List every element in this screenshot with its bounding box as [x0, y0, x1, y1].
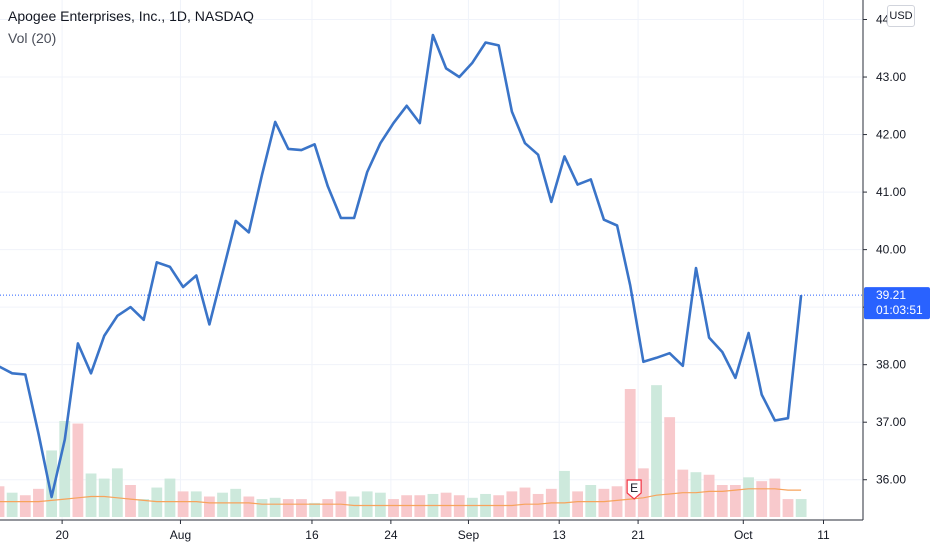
price-line: [0, 33, 803, 499]
volume-bar: [6, 492, 18, 517]
price-tick-label: 40.00: [876, 243, 906, 257]
volume-bar: [637, 468, 649, 517]
price-tick-label: 43.00: [876, 70, 906, 84]
volume-bar: [388, 499, 399, 517]
volume-bar: [151, 487, 163, 517]
volume-bar: [401, 495, 413, 517]
price-axis[interactable]: 36.0037.0038.0039.0040.0041.0042.0043.00…: [863, 13, 906, 487]
price-tick-label: 36.00: [876, 473, 906, 487]
volume-bar: [177, 491, 189, 517]
volume-bar: [611, 486, 623, 517]
chart-title: Apogee Enterprises, Inc., 1D, NASDAQ: [8, 8, 254, 24]
time-axis[interactable]: 20 Aug 16 24 Sep 13 21 Oct 11: [55, 520, 830, 542]
price-tick-label: 38.00: [876, 358, 906, 372]
time-tick-label: 13: [553, 528, 567, 542]
last-price-value: 39.21: [876, 288, 906, 302]
volume-bar: [703, 474, 715, 517]
volume-bar: [716, 485, 728, 517]
volume-bar: [111, 468, 123, 517]
earnings-label: E: [630, 481, 638, 495]
volume-bar: [795, 499, 807, 517]
volume-bars: [0, 385, 807, 517]
volume-bar: [690, 472, 702, 517]
earnings-icon[interactable]: [626, 479, 642, 500]
volume-bar: [361, 491, 373, 517]
volume-bar: [467, 497, 478, 517]
price-tick-label: 41.00: [876, 185, 906, 199]
time-tick-label: 20: [55, 528, 69, 542]
volume-indicator-label[interactable]: Vol (20): [8, 30, 57, 46]
volume-bar: [506, 491, 518, 517]
volume-bar: [348, 496, 360, 517]
volume-bar: [743, 477, 754, 517]
volume-bar: [624, 389, 636, 517]
price-tick-label: 42.00: [876, 128, 906, 142]
volume-bar: [309, 502, 320, 517]
volume-bar: [414, 495, 426, 517]
volume-bar: [322, 499, 334, 517]
time-tick-label: 16: [305, 528, 319, 542]
volume-bar: [204, 496, 215, 517]
time-tick-label: Sep: [458, 528, 480, 542]
volume-bar: [453, 495, 465, 517]
volume-bar: [269, 497, 281, 517]
volume-bar: [33, 488, 44, 517]
volume-bar: [138, 499, 150, 517]
volume-bar: [72, 423, 84, 517]
price-tick-label: 37.00: [876, 415, 906, 429]
volume-bar: [756, 481, 768, 517]
last-price-badge-bg: [864, 287, 930, 320]
time-tick-label: 21: [631, 528, 645, 542]
volume-bar: [572, 491, 583, 517]
volume-bar: [769, 478, 781, 517]
volume-bar: [282, 499, 294, 517]
volume-bar: [559, 470, 570, 517]
volume-bar: [374, 492, 386, 517]
volume-bar: [493, 495, 505, 517]
volume-bar: [782, 499, 794, 517]
volume-bar: [730, 485, 741, 517]
bar-countdown: 01:03:51: [876, 303, 923, 317]
volume-moving-average-line: [0, 488, 802, 507]
volume-bar: [532, 493, 544, 517]
volume-bar: [19, 495, 31, 517]
volume-bar: [677, 469, 689, 517]
earnings-marker[interactable]: E: [626, 479, 642, 500]
last-price-badge: 39.21 01:03:51: [864, 287, 930, 320]
volume-bar: [125, 485, 136, 517]
volume-bar: [440, 492, 452, 517]
volume-bar: [664, 417, 676, 517]
volume-bar: [296, 499, 307, 517]
volume-bar: [598, 488, 610, 517]
volume-bar: [217, 492, 228, 517]
time-tick-label: 11: [817, 528, 830, 542]
volume-bar: [98, 478, 110, 517]
volume-bar: [59, 421, 71, 517]
currency-button[interactable]: USD: [887, 5, 915, 27]
time-tick-label: Oct: [734, 528, 753, 542]
volume-bar: [243, 496, 255, 517]
volume-bar: [190, 491, 202, 517]
volume-bar: [46, 450, 57, 517]
time-tick-label: Aug: [170, 528, 191, 542]
volume-bar: [256, 499, 268, 517]
volume-bar: [651, 385, 662, 517]
time-tick-label: 24: [384, 528, 398, 542]
volume-bar: [164, 478, 176, 517]
volume-bar: [519, 487, 531, 517]
grid: [0, 0, 863, 520]
volume-bar: [85, 473, 97, 517]
